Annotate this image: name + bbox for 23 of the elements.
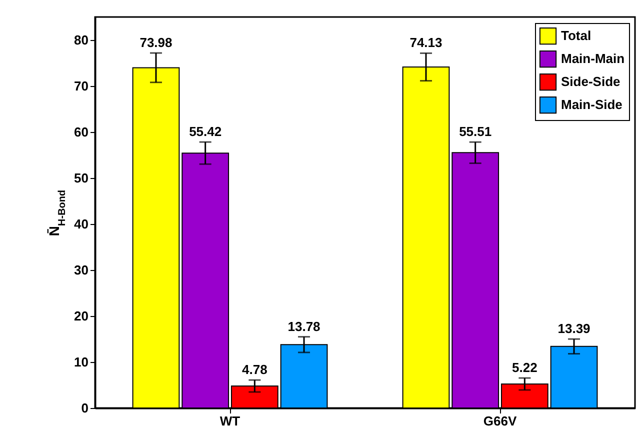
y-tick-label: 50: [74, 170, 88, 186]
y-tick-label: 0: [81, 400, 88, 416]
x-tick-label: G66V: [483, 414, 517, 428]
y-tick-label: 60: [74, 124, 88, 140]
y-tick-label: 30: [74, 262, 88, 278]
data-label: 55.51: [459, 124, 492, 140]
data-label: 13.78: [288, 318, 320, 334]
y-tick-label: 40: [74, 216, 88, 232]
y-tick-label: 70: [74, 78, 88, 94]
x-tick-label: WT: [220, 414, 240, 428]
data-label: 55.42: [189, 124, 222, 140]
y-tick-label: 80: [74, 32, 88, 48]
data-label: 4.78: [242, 362, 268, 378]
data-label: 73.98: [140, 34, 172, 50]
data-label: 13.39: [558, 321, 590, 336]
y-tick-label: 10: [74, 354, 88, 370]
legend-label: Total: [561, 28, 592, 43]
legend-label: Side-Side: [561, 74, 620, 89]
legend-label: Main-Side: [561, 97, 622, 112]
data-label: 74.13: [410, 35, 442, 50]
y-tick-label: 20: [74, 308, 88, 324]
data-label: 5.22: [512, 360, 538, 376]
legend-label: Main-Main: [561, 51, 625, 66]
